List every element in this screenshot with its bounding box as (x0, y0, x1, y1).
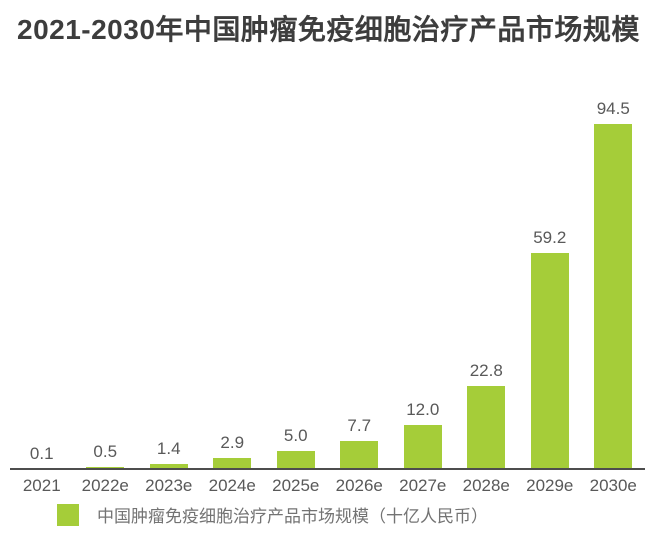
legend-swatch-icon (57, 503, 79, 526)
bar-value-label: 5.0 (283, 425, 308, 445)
x-axis-label: 2028e (462, 476, 510, 495)
bar-value-label: 7.7 (347, 415, 372, 435)
x-axis-label: 2022e (81, 476, 129, 495)
x-axis-label: 2026e (335, 476, 383, 495)
x-axis-label: 2021 (22, 476, 61, 495)
bar-column: 94.5 (582, 99, 646, 469)
bar (594, 124, 633, 469)
legend: 中国肿瘤免疫细胞治疗产品市场规模（十亿人民币） (57, 502, 488, 527)
chart-title: 2021-2030年中国肿瘤免疫细胞治疗产品市场规模 (17, 14, 640, 45)
bar-column: 5.0 (264, 426, 328, 469)
bar-value-label: 22.8 (469, 360, 503, 380)
bar-value-label: 2.9 (220, 433, 245, 453)
bar (467, 385, 506, 469)
x-axis-label: 2029e (526, 476, 574, 495)
bar-column: 0.1 (10, 444, 74, 469)
bar (403, 425, 442, 469)
x-axis-label: 2023e (145, 476, 193, 495)
bar-column: 7.7 (328, 416, 392, 469)
bar-column: 22.8 (455, 361, 519, 469)
bar (276, 450, 315, 469)
bar-column: 1.4 (137, 439, 201, 469)
bar-column: 12.0 (391, 400, 455, 469)
bar-value-label: 0.5 (93, 442, 118, 462)
x-axis-labels: 2021 2022e 2023e 2024e 2025e 2026e 2027e 2028e 2… (10, 476, 645, 496)
bar-chart-plot-area: 0.1 0.5 1.4 2.9 5.0 7.7 12.0 22.8 59.2 94.5 (10, 99, 645, 469)
bar-column: 59.2 (518, 228, 582, 469)
bar-value-label: 59.2 (533, 227, 567, 247)
x-axis-label: 2030e (589, 476, 637, 495)
bar-value-label: 12.0 (406, 400, 440, 420)
x-axis-label: 2025e (272, 476, 320, 495)
bar (213, 458, 252, 469)
bar (340, 440, 379, 469)
x-axis-label: 2027e (399, 476, 447, 495)
bar (530, 252, 569, 469)
bar-value-label: 94.5 (596, 99, 630, 118)
bar (149, 463, 188, 469)
x-axis-line (10, 468, 645, 470)
bar-value-label: 1.4 (156, 438, 181, 458)
bar-column: 2.9 (201, 433, 265, 469)
legend-label: 中国肿瘤免疫细胞治疗产品市场规模（十亿人民币） (97, 507, 488, 526)
x-axis-label: 2024e (208, 476, 256, 495)
bar-value-label: 0.1 (29, 443, 54, 463)
bar-column: 0.5 (74, 442, 138, 469)
